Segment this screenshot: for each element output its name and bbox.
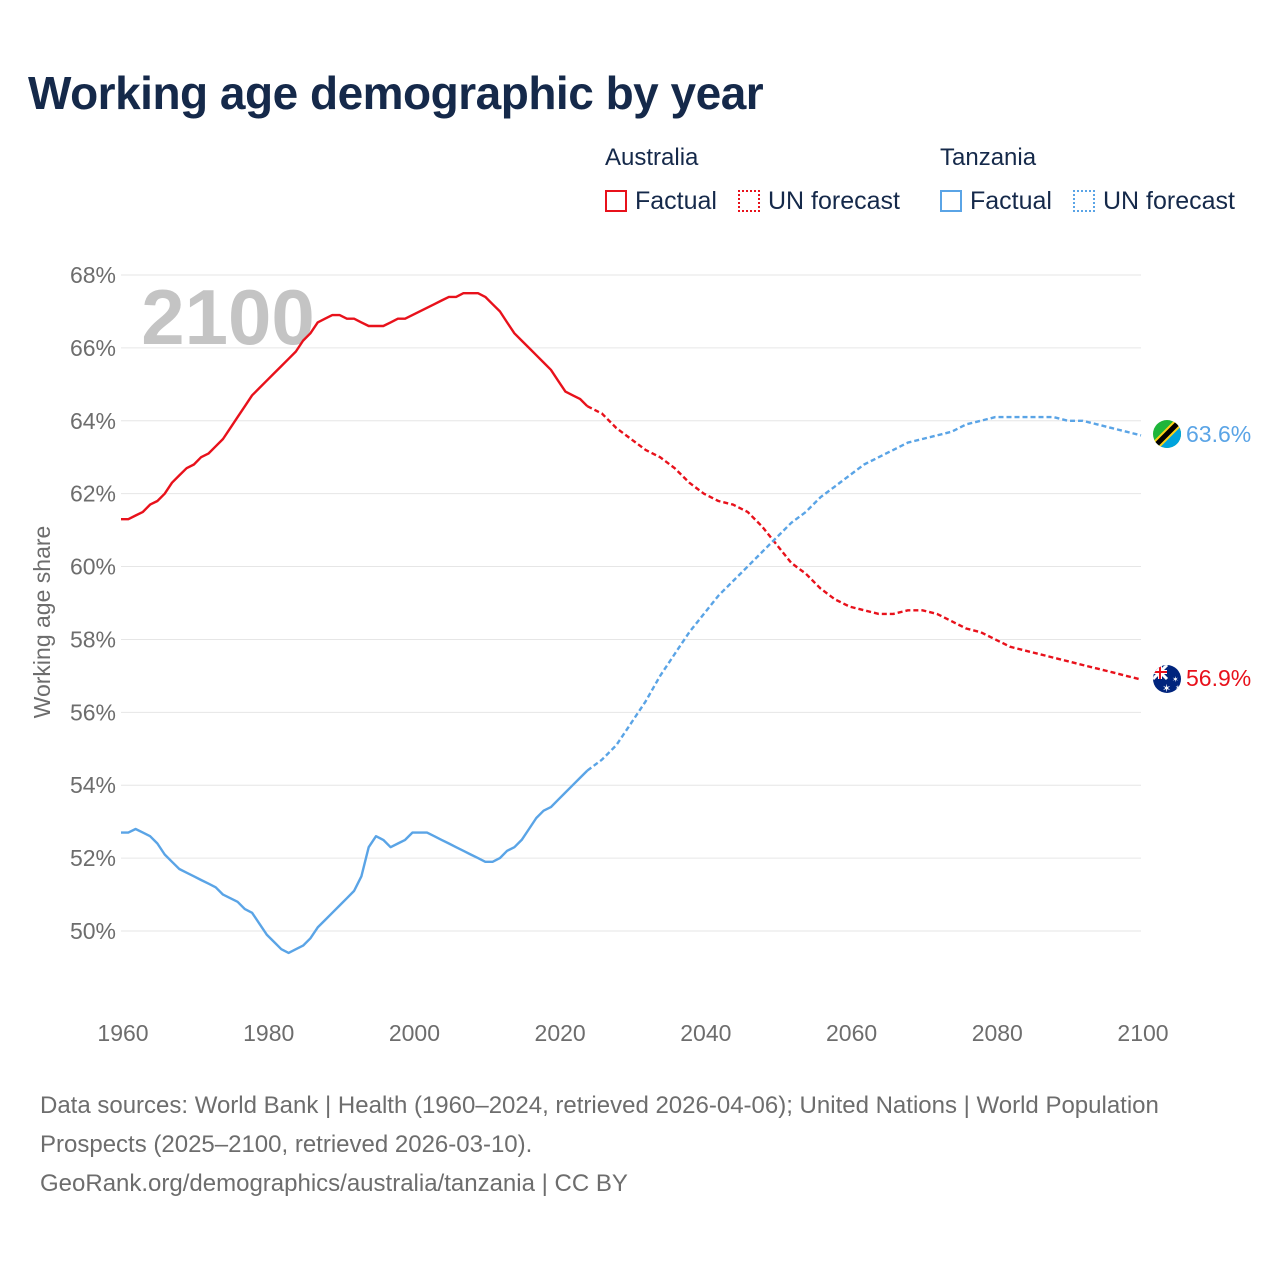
- legend-tanzania-forecast[interactable]: UN forecast: [1073, 186, 1235, 216]
- x-tick-label: 2020: [535, 1020, 586, 1046]
- series-lines: [121, 292, 1142, 955]
- legend-swatch-tanzania-factual: [940, 190, 962, 212]
- y-tick-label: 64%: [70, 408, 116, 434]
- australia-forecast-line: [586, 405, 1142, 681]
- x-tick-label: 2000: [389, 1020, 440, 1046]
- tanzania-forecast-line: [586, 415, 1142, 772]
- y-tick-label: 52%: [70, 845, 116, 871]
- legend-australia-forecast[interactable]: UN forecast: [738, 186, 900, 216]
- tanzania-end-label: 63.6%: [1186, 421, 1251, 447]
- y-tick-label: 50%: [70, 918, 116, 944]
- line-chart: 2100 50% 52% 54% 56% 58% 60% 62% 64% 66% 68% 1960…: [29, 262, 1251, 1046]
- x-tick-label: 1960: [97, 1020, 148, 1046]
- legend-label: UN forecast: [1103, 186, 1235, 215]
- y-tick-label: 62%: [70, 481, 116, 507]
- x-tick-label: 1980: [243, 1020, 294, 1046]
- y-axis-label: Working age share: [29, 526, 55, 719]
- legend-swatch-australia-forecast: [738, 190, 760, 212]
- y-tick-label: 60%: [70, 554, 116, 580]
- x-tick-label: 2100: [1117, 1020, 1168, 1046]
- x-tick-label: 2040: [680, 1020, 731, 1046]
- legend-label: UN forecast: [768, 186, 900, 215]
- footer: Data sources: World Bank | Health (1960–…: [40, 1086, 1240, 1203]
- legend-swatch-australia-factual: [605, 190, 627, 212]
- tanzania-flag: [1153, 420, 1181, 448]
- grid-lines: [121, 274, 1141, 932]
- y-tick-label: 66%: [70, 335, 116, 361]
- chart-title: Working age demographic by year: [28, 67, 764, 119]
- y-tick-label: 54%: [70, 772, 116, 798]
- svg-text:✶: ✶: [1172, 675, 1179, 684]
- australia-end-label: 56.9%: [1186, 665, 1251, 691]
- legend-label: Factual: [635, 186, 717, 215]
- year-watermark: 2100: [141, 273, 315, 361]
- legend-swatch-tanzania-forecast: [1073, 190, 1095, 212]
- y-tick-label: 58%: [70, 626, 116, 652]
- svg-text:✶: ✶: [1175, 684, 1181, 692]
- x-axis-ticks: 1960 1980 2000 2020 2040 2060 2080 2100: [97, 1020, 1168, 1046]
- y-axis-ticks: 50% 52% 54% 56% 58% 60% 62% 64% 66% 68%: [70, 262, 116, 944]
- legend-group-australia: Australia: [605, 144, 699, 171]
- attribution: GeoRank.org/demographics/australia/tanza…: [40, 1170, 628, 1197]
- x-tick-label: 2080: [972, 1020, 1023, 1046]
- australia-factual-line: [121, 292, 589, 521]
- legend-australia-factual[interactable]: Factual: [605, 186, 717, 216]
- data-sources: Data sources: World Bank | Health (1960–…: [40, 1092, 1159, 1158]
- tanzania-factual-line: [121, 769, 589, 955]
- legend-tanzania-factual[interactable]: Factual: [940, 186, 1052, 216]
- y-tick-label: 68%: [70, 262, 116, 288]
- legend-group-tanzania: Tanzania: [940, 144, 1037, 171]
- y-tick-label: 56%: [70, 699, 116, 725]
- svg-text:✶: ✶: [1162, 682, 1171, 695]
- legend-label: Factual: [970, 186, 1052, 215]
- australia-flag: ✶ ✶ ✶: [1153, 665, 1181, 695]
- x-tick-label: 2060: [826, 1020, 877, 1046]
